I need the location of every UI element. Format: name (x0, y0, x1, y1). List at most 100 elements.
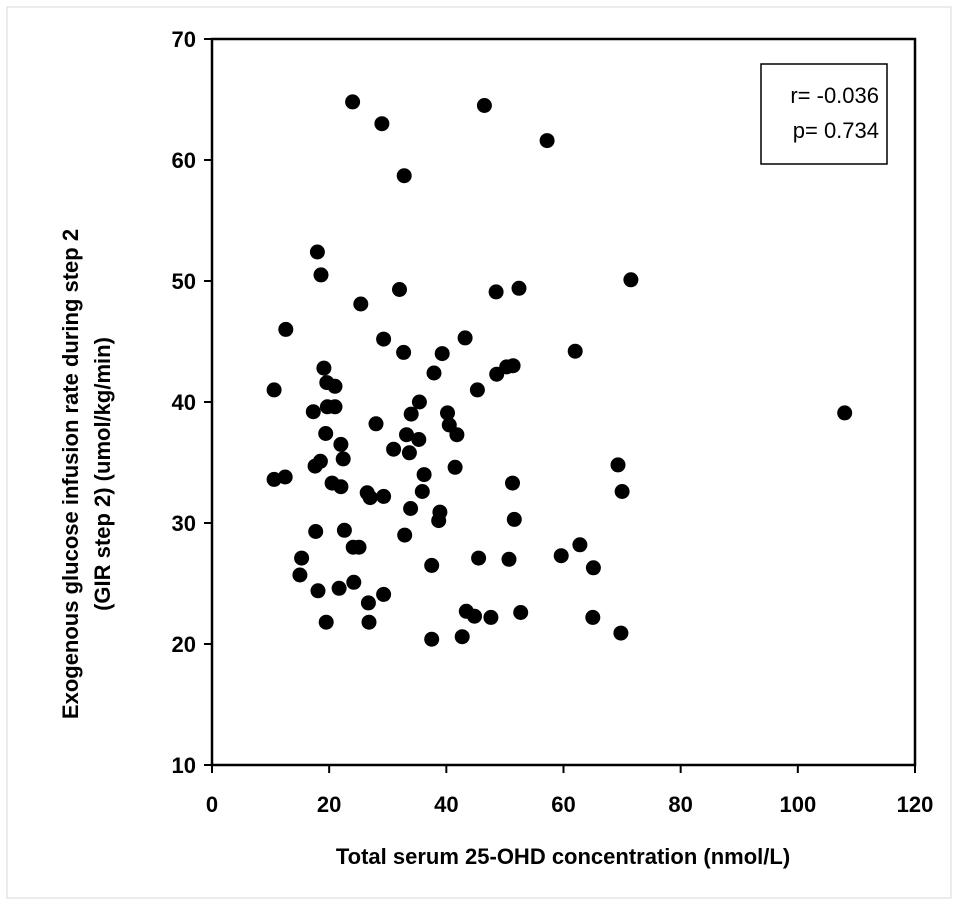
data-point (360, 595, 376, 611)
data-point (399, 427, 414, 443)
data-point (392, 282, 407, 297)
data-point (505, 475, 520, 491)
data-point (489, 366, 505, 382)
data-point (396, 344, 412, 360)
data-point (434, 346, 450, 362)
data-point (333, 479, 349, 495)
data-point (376, 488, 392, 504)
x-tick-label: 20 (317, 792, 341, 817)
y-tick-label: 20 (172, 632, 196, 657)
correlation-r-label: r= -0.036 (790, 83, 879, 108)
data-point (454, 629, 470, 645)
data-point (318, 426, 334, 441)
data-point (476, 98, 492, 113)
data-point (610, 457, 626, 473)
data-point (397, 527, 413, 543)
data-point (513, 605, 529, 620)
data-point (488, 284, 504, 300)
data-point (368, 416, 384, 432)
data-point (511, 280, 527, 296)
data-point (336, 522, 352, 538)
data-point (335, 451, 351, 467)
data-point (294, 550, 310, 566)
y-tick-label: 10 (172, 753, 196, 778)
x-tick-label: 120 (897, 792, 934, 817)
data-point (567, 343, 583, 359)
data-point (376, 586, 392, 602)
data-point (327, 378, 343, 394)
data-point (309, 244, 325, 260)
data-point (278, 321, 294, 337)
data-point (316, 360, 332, 376)
data-point (449, 427, 465, 443)
x-axis-title: Total serum 25-OHD concentration (nmol/L… (336, 844, 790, 869)
data-point (539, 133, 555, 149)
data-point (396, 168, 412, 184)
data-point (361, 614, 377, 630)
data-point (416, 467, 432, 483)
y-axis: 10 20 30 40 50 60 70 (172, 27, 212, 778)
data-point (501, 551, 517, 567)
data-point (837, 405, 853, 421)
stats-legend-box: r= -0.036 p= 0.734 (760, 63, 888, 165)
y-tick-label: 50 (172, 269, 196, 294)
stats-box-frame (760, 63, 888, 165)
data-point (614, 484, 630, 499)
data-point (327, 399, 343, 415)
data-point (386, 441, 402, 457)
y-tick-label: 70 (172, 27, 196, 52)
data-point (403, 501, 419, 516)
data-point (483, 609, 499, 625)
data-point (362, 490, 378, 506)
data-point (447, 459, 463, 475)
data-point (307, 458, 323, 474)
data-points (266, 94, 853, 647)
data-point (623, 272, 639, 288)
data-point (331, 580, 347, 596)
data-point (318, 614, 334, 630)
data-point (308, 524, 324, 539)
data-point (346, 574, 362, 590)
data-point (424, 557, 440, 573)
data-point (613, 625, 629, 641)
data-point (313, 267, 329, 283)
data-point (414, 484, 430, 499)
data-point (426, 365, 442, 381)
data-point (376, 331, 392, 347)
data-point (305, 404, 321, 420)
data-point (292, 567, 308, 583)
y-axis-title-line-1: Exogenous glucose infusion rate during s… (58, 229, 83, 719)
data-point (353, 296, 369, 312)
data-point (374, 116, 390, 132)
x-tick-label: 80 (668, 792, 692, 817)
y-tick-label: 40 (172, 390, 196, 415)
x-tick-label: 0 (206, 792, 218, 817)
y-tick-label: 30 (172, 511, 196, 536)
data-point (440, 405, 455, 421)
data-point (266, 382, 282, 398)
data-point (506, 511, 522, 527)
data-point (333, 436, 349, 452)
y-axis-title-line-2: (GIR step 2) (umol/kg/min) (90, 337, 115, 611)
data-point (266, 471, 282, 487)
data-point (403, 406, 419, 422)
data-point (424, 631, 440, 647)
data-point (553, 548, 569, 564)
x-axis: 0 20 40 60 80 100 120 (206, 765, 933, 817)
data-point (411, 432, 427, 447)
y-tick-label: 60 (172, 148, 196, 173)
x-tick-label: 40 (434, 792, 458, 817)
data-point (457, 330, 473, 346)
p-value-label: p= 0.734 (793, 118, 879, 143)
data-point (469, 382, 485, 398)
x-tick-label: 60 (551, 792, 575, 817)
data-point (431, 513, 447, 529)
data-point (585, 609, 601, 625)
data-point (351, 539, 367, 555)
data-point (345, 94, 361, 110)
data-point (585, 560, 601, 576)
data-point (505, 358, 521, 374)
data-point (310, 583, 326, 599)
data-point (471, 550, 487, 566)
